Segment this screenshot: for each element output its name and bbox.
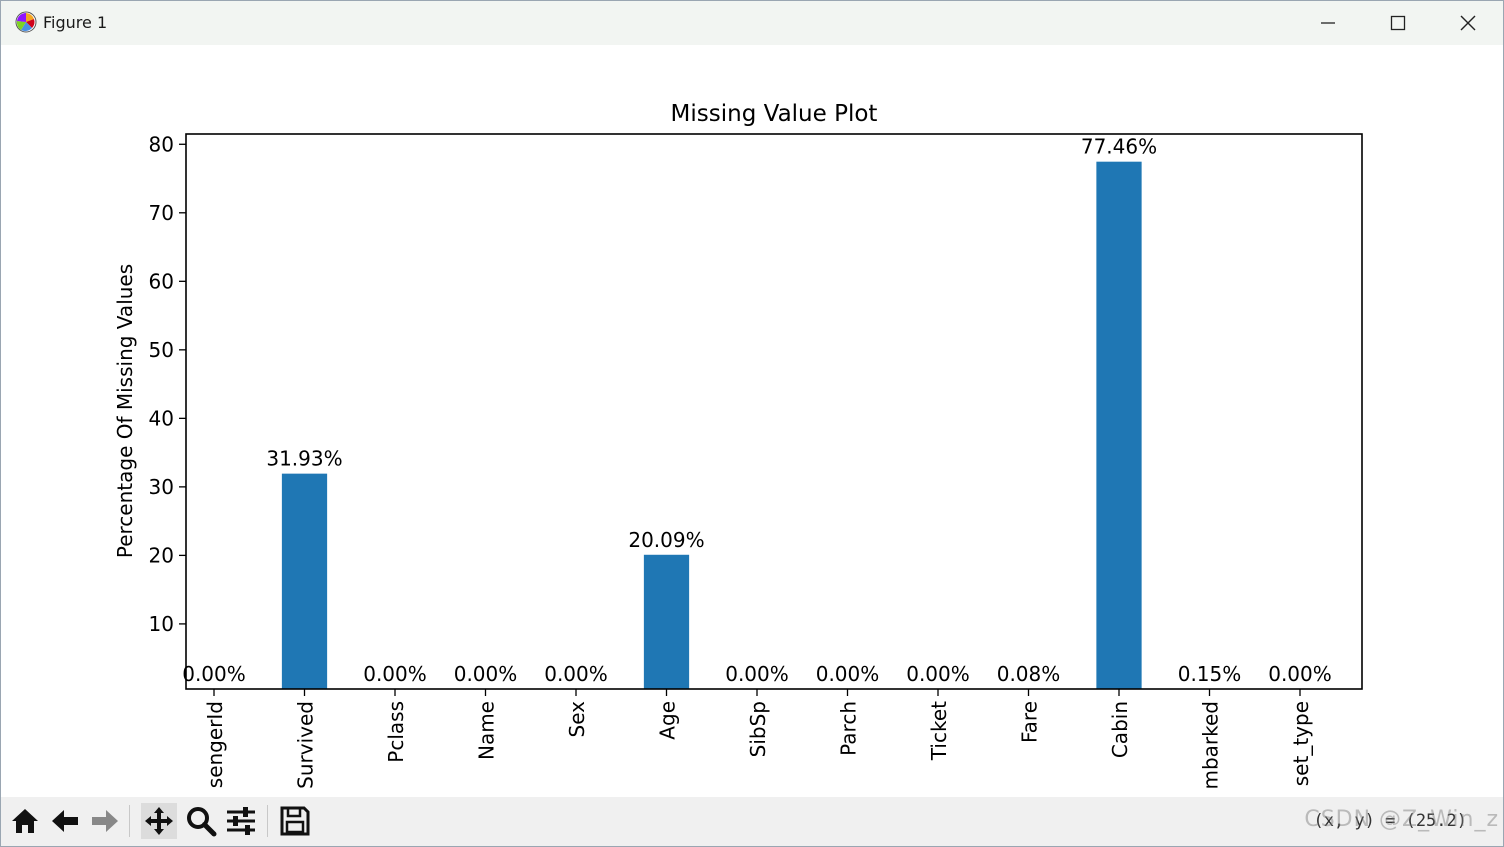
window-title: Figure 1 [43, 13, 108, 32]
coordinate-readout: (x, y) = (25.2) [1313, 811, 1467, 831]
data-label: 20.09% [628, 528, 704, 552]
x-tick-label: Ticket [927, 701, 951, 761]
data-label: 31.93% [266, 447, 342, 471]
x-tick-label: SibSp [746, 701, 770, 757]
y-axis-label: Percentage Of Missing Values [113, 264, 137, 558]
chart-title: Missing Value Plot [671, 101, 878, 127]
y-tick-label: 10 [149, 612, 174, 636]
bar-age [643, 554, 690, 689]
maximize-button[interactable] [1363, 1, 1433, 45]
maximize-icon [1390, 15, 1406, 31]
toolbar-separator [267, 805, 268, 837]
minimize-icon [1321, 22, 1335, 24]
bar-survived [281, 473, 328, 689]
x-tick-label: Survived [294, 701, 318, 789]
x-tick-label: set_type [1289, 701, 1313, 786]
configure-icon [227, 807, 255, 835]
data-label: 0.00% [816, 662, 880, 686]
home-button[interactable] [7, 803, 43, 839]
matplotlib-logo-icon [15, 11, 37, 33]
y-tick-label: 60 [149, 269, 174, 293]
figure-canvas[interactable]: Missing Value Plot Percentage Of Missing… [1, 45, 1503, 797]
bar-chart: Missing Value Plot Percentage Of Missing… [113, 101, 1363, 790]
x-tick-label: Fare [1018, 701, 1042, 743]
data-label: 0.00% [725, 662, 789, 686]
y-tick-label: 30 [149, 475, 174, 499]
data-label: 0.00% [363, 662, 427, 686]
data-label: 0.15% [1178, 662, 1242, 686]
close-icon [1460, 15, 1476, 31]
x-tick-label: Cabin [1108, 701, 1132, 758]
y-tick-label: 20 [149, 543, 174, 567]
pan-button[interactable] [141, 803, 177, 839]
y-tick-label: 80 [149, 132, 174, 156]
title-bar[interactable]: Figure 1 [1, 1, 1503, 45]
data-label: 0.00% [906, 662, 970, 686]
x-tick-label: Name [475, 701, 499, 760]
data-label: 77.46% [1081, 135, 1157, 159]
close-button[interactable] [1433, 1, 1503, 45]
minimize-button[interactable] [1293, 1, 1363, 45]
pan-icon [145, 807, 173, 835]
toolbar-separator [129, 805, 130, 837]
navigation-toolbar: (x, y) = (25.2) CSDN @Z_Win_z [1, 797, 1503, 846]
watermark: CSDN @Z_Win_z [1304, 807, 1499, 832]
bar-cabin [1096, 161, 1142, 689]
data-label: 0.00% [182, 662, 246, 686]
y-tick-label: 40 [149, 406, 174, 430]
back-button[interactable] [47, 803, 83, 839]
forward-arrow-icon [92, 810, 118, 832]
data-label: 0.08% [997, 662, 1061, 686]
x-tick-label: Age [656, 701, 680, 740]
forward-button[interactable] [87, 803, 123, 839]
x-tick-label: mbarked [1199, 701, 1223, 790]
x-tick-label: sengerId [203, 701, 227, 788]
save-button[interactable] [277, 803, 313, 839]
x-tick-label: Sex [565, 701, 589, 738]
data-label: 0.00% [1268, 662, 1332, 686]
plot-frame [185, 133, 1363, 690]
zoom-icon [187, 807, 217, 837]
configure-subplots-button[interactable] [223, 803, 259, 839]
back-arrow-icon [52, 810, 78, 832]
home-icon [12, 809, 38, 833]
y-tick-label: 50 [149, 338, 174, 362]
x-tick-label: Pclass [384, 701, 408, 763]
save-icon [280, 806, 310, 836]
x-tick-label: Parch [837, 701, 861, 756]
data-label: 0.00% [454, 662, 518, 686]
y-tick-label: 70 [149, 201, 174, 225]
zoom-button[interactable] [183, 803, 219, 839]
data-label: 0.00% [544, 662, 608, 686]
